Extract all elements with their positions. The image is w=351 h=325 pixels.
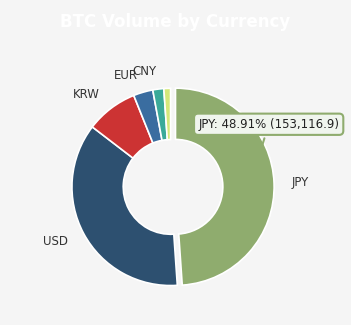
Text: JPY: 48.91% (153,116.9): JPY: 48.91% (153,116.9) bbox=[198, 118, 339, 179]
Wedge shape bbox=[164, 88, 171, 140]
Wedge shape bbox=[153, 88, 167, 140]
Text: JPY: JPY bbox=[292, 176, 309, 189]
Wedge shape bbox=[92, 96, 153, 158]
Text: USD: USD bbox=[43, 236, 68, 249]
Wedge shape bbox=[134, 90, 162, 143]
Text: BTC Volume by Currency: BTC Volume by Currency bbox=[60, 13, 291, 31]
Wedge shape bbox=[176, 88, 274, 285]
Text: CNY: CNY bbox=[132, 65, 156, 78]
Text: KRW: KRW bbox=[73, 88, 100, 101]
Text: EUR: EUR bbox=[114, 69, 138, 82]
Wedge shape bbox=[72, 127, 177, 286]
